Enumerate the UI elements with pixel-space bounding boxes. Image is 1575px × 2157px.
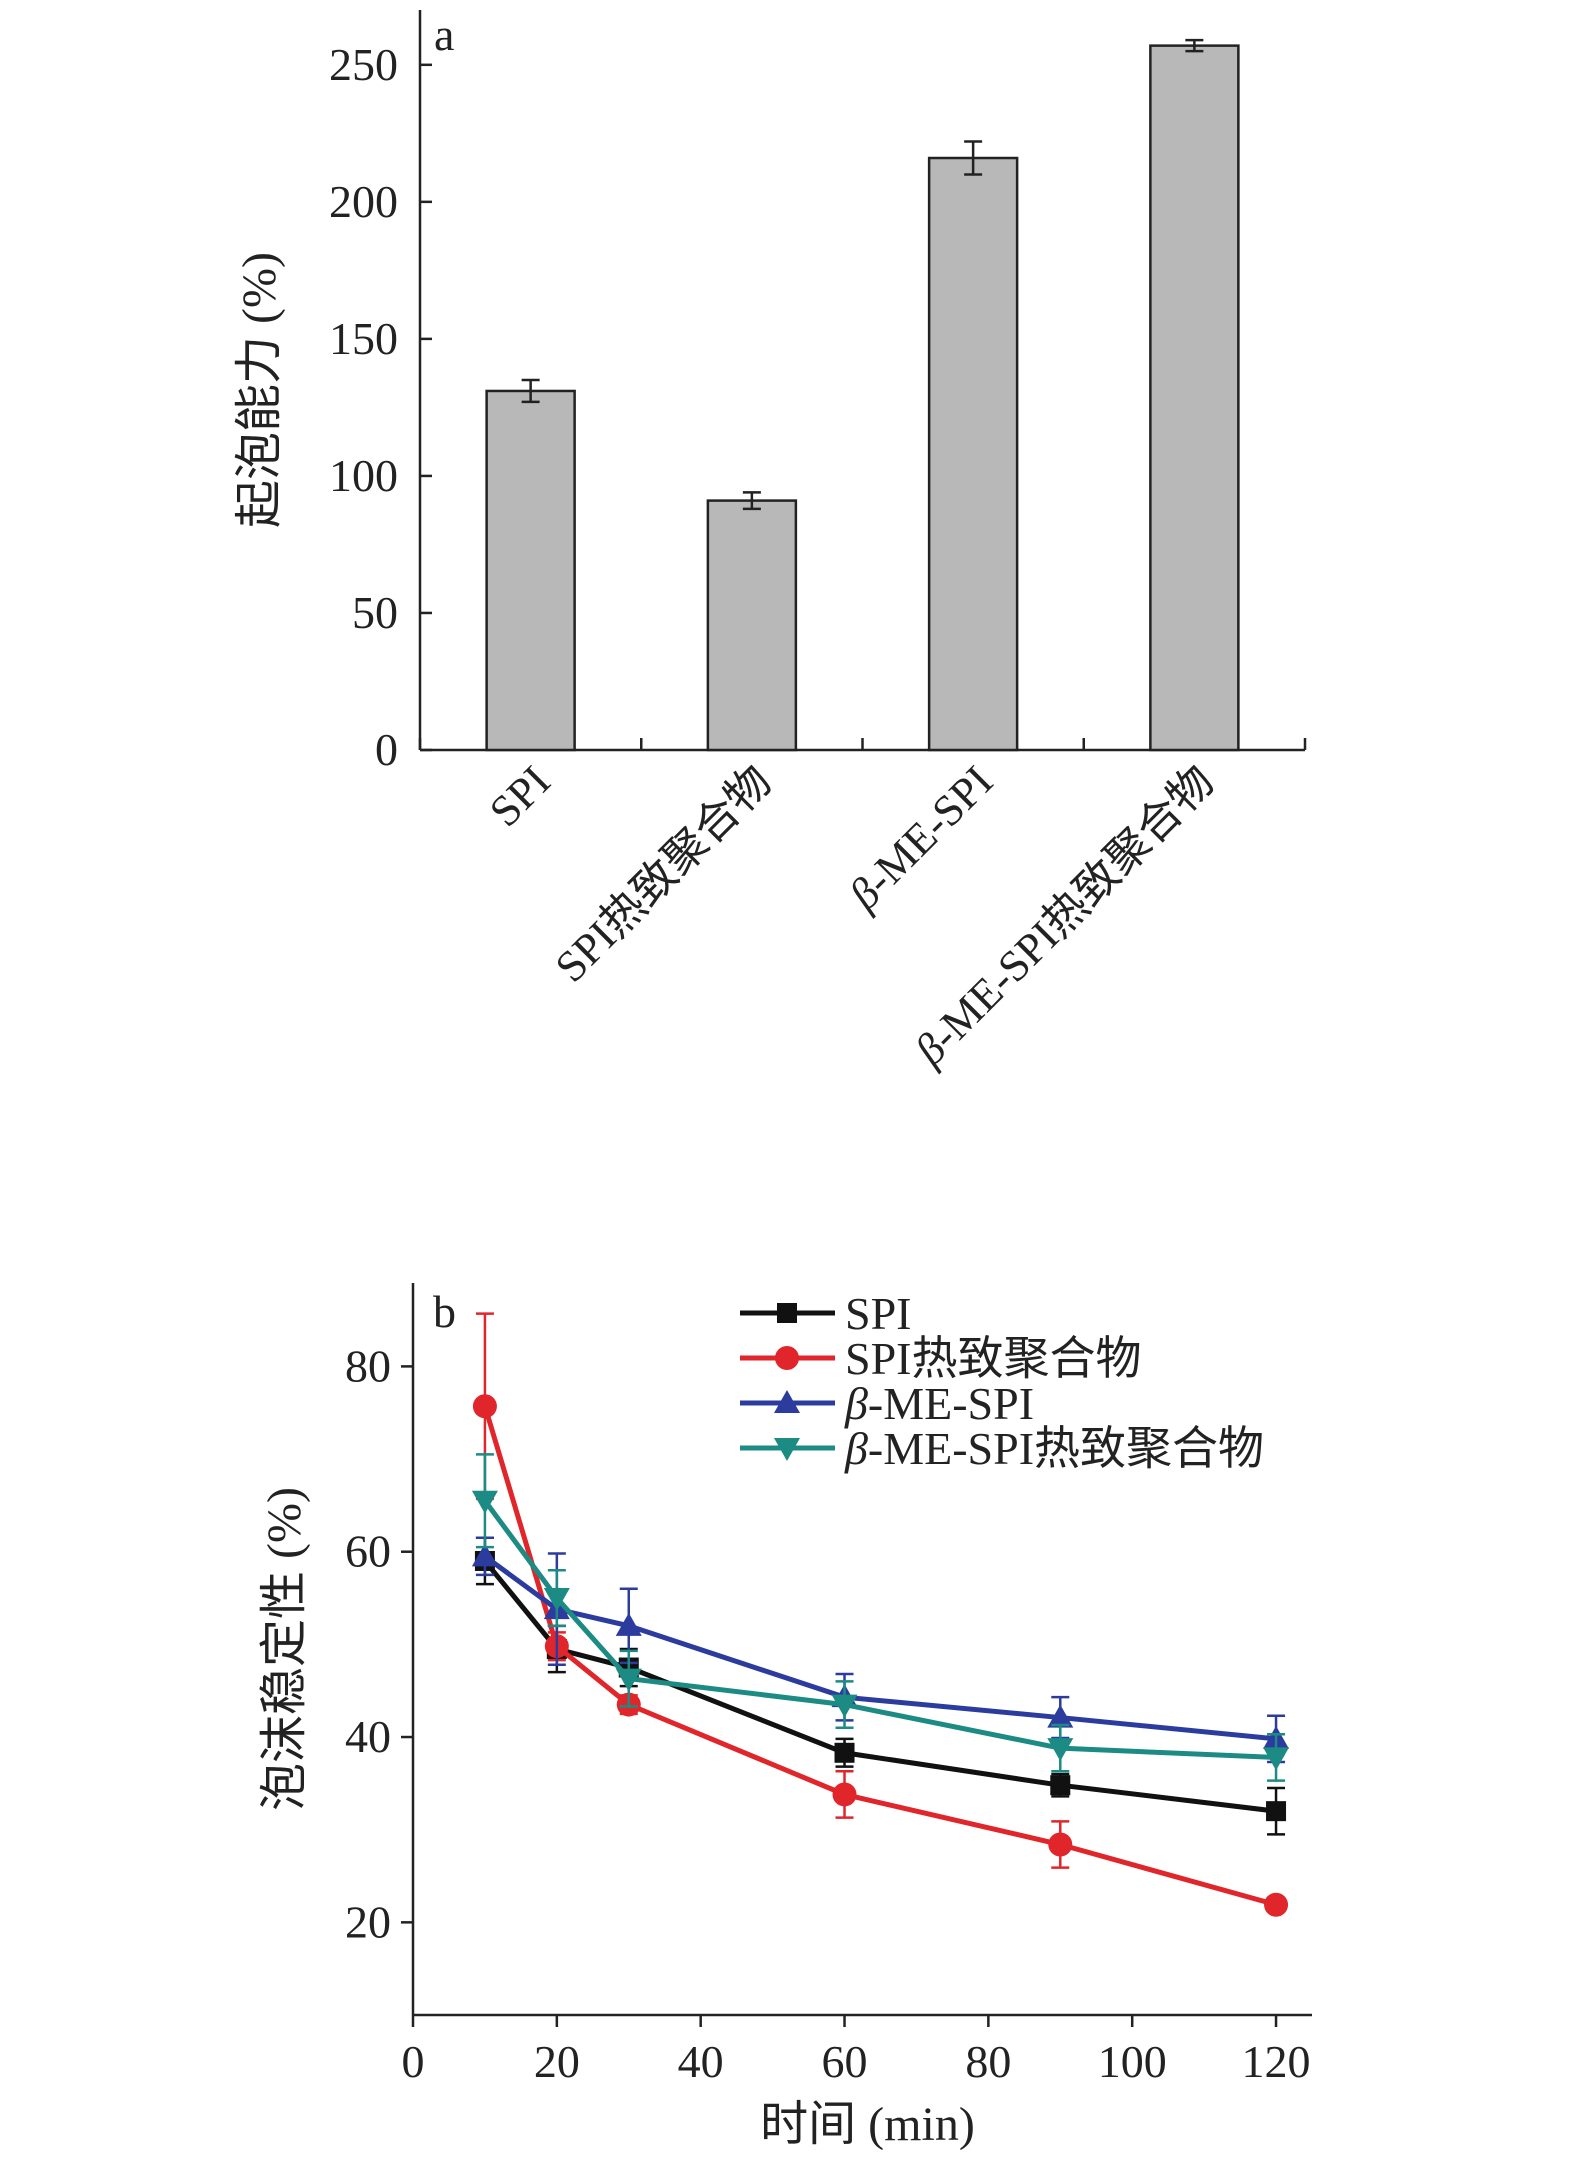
bar bbox=[927, 156, 1019, 752]
panel-label: b bbox=[433, 1286, 456, 1337]
y-tick-label: 40 bbox=[345, 1711, 391, 1762]
y-tick-label: 250 bbox=[329, 39, 398, 90]
series-0 bbox=[474, 1536, 1287, 1836]
data-point bbox=[1263, 1747, 1290, 1771]
y-tick-label: 60 bbox=[345, 1526, 391, 1577]
data-point bbox=[1050, 1775, 1071, 1796]
legend-marker bbox=[775, 1346, 799, 1370]
x-tick-label: 40 bbox=[678, 2036, 724, 2087]
data-point bbox=[471, 1490, 498, 1514]
legend-label-part: -ME-SPI热致聚合物 bbox=[868, 1423, 1264, 1474]
x-category-label: β-ME-SPI bbox=[839, 756, 1002, 919]
series-2 bbox=[471, 1536, 1290, 1764]
data-point bbox=[543, 1588, 570, 1612]
x-axis-title: 时间 (min) bbox=[760, 2098, 975, 2151]
bar bbox=[1149, 44, 1240, 752]
data-point bbox=[1047, 1738, 1074, 1762]
x-tick-label: 100 bbox=[1098, 2036, 1167, 2087]
line-chart-panel-b: 0 20 40 60 80 100 12020406080SPISPI热致聚合物β-ME-S… bbox=[258, 1283, 1312, 2151]
legend-label-part: SPI热致聚合物 bbox=[845, 1333, 1141, 1384]
legend-label-part: SPI bbox=[845, 1288, 911, 1339]
legend-label-part: -ME-SPI bbox=[868, 1378, 1034, 1429]
panel-label: a bbox=[434, 9, 454, 60]
x-tick-label: 60 bbox=[822, 2036, 868, 2087]
y-tick-label: 100 bbox=[329, 450, 398, 501]
x-category-label-part: SPI bbox=[480, 756, 560, 836]
data-point bbox=[471, 1543, 498, 1567]
data-point bbox=[832, 1782, 857, 1807]
x-tick-label: 20 bbox=[534, 2036, 580, 2087]
y-tick-label: 150 bbox=[329, 313, 398, 364]
series-line bbox=[483, 1554, 1277, 1742]
y-axis-title: 起泡能力 (%) bbox=[233, 252, 286, 528]
bar bbox=[706, 499, 798, 752]
series-line bbox=[482, 1405, 1277, 1908]
legend-marker bbox=[774, 1390, 800, 1413]
series-line bbox=[482, 1559, 1277, 1814]
series-3 bbox=[471, 1453, 1290, 1782]
x-tick-label: 120 bbox=[1242, 2036, 1311, 2087]
data-point bbox=[615, 1612, 642, 1636]
legend-marker bbox=[774, 1438, 800, 1461]
legend-label: β-ME-SPI热致聚合物 bbox=[844, 1423, 1264, 1474]
data-point bbox=[615, 1668, 642, 1692]
y-tick-label: 20 bbox=[345, 1896, 391, 1947]
x-tick-label: 0 bbox=[402, 2036, 425, 2087]
bar bbox=[485, 389, 576, 752]
legend-marker bbox=[777, 1303, 797, 1323]
y-tick-label: 0 bbox=[375, 724, 398, 775]
x-category-label-part: SPI热致聚合物 bbox=[546, 756, 781, 991]
legend-label: β-ME-SPI bbox=[844, 1378, 1034, 1429]
y-tick-label: 200 bbox=[329, 176, 398, 227]
data-point bbox=[834, 1742, 855, 1763]
legend-label-part: β bbox=[844, 1378, 868, 1429]
legend-label: SPI bbox=[845, 1288, 911, 1339]
data-point bbox=[1264, 1892, 1289, 1917]
y-axis-title: 泡沫稳定性 (%) bbox=[258, 1487, 311, 1811]
data-point bbox=[1047, 1704, 1074, 1728]
x-category-label: SPI bbox=[480, 756, 560, 836]
x-category-label: SPI热致聚合物 bbox=[546, 756, 781, 991]
legend-label: SPI热致聚合物 bbox=[845, 1333, 1141, 1384]
y-tick-label: 50 bbox=[352, 587, 398, 638]
data-point bbox=[1048, 1832, 1073, 1857]
y-tick-label: 80 bbox=[345, 1340, 391, 1391]
data-point bbox=[831, 1694, 858, 1718]
data-point bbox=[1266, 1801, 1287, 1822]
series-line bbox=[482, 1499, 1277, 1760]
legend-label-part: β bbox=[844, 1423, 868, 1474]
x-category-label-part: -ME-SPI bbox=[855, 756, 1002, 903]
data-point bbox=[472, 1394, 497, 1419]
x-tick-label: 80 bbox=[965, 2036, 1011, 2087]
